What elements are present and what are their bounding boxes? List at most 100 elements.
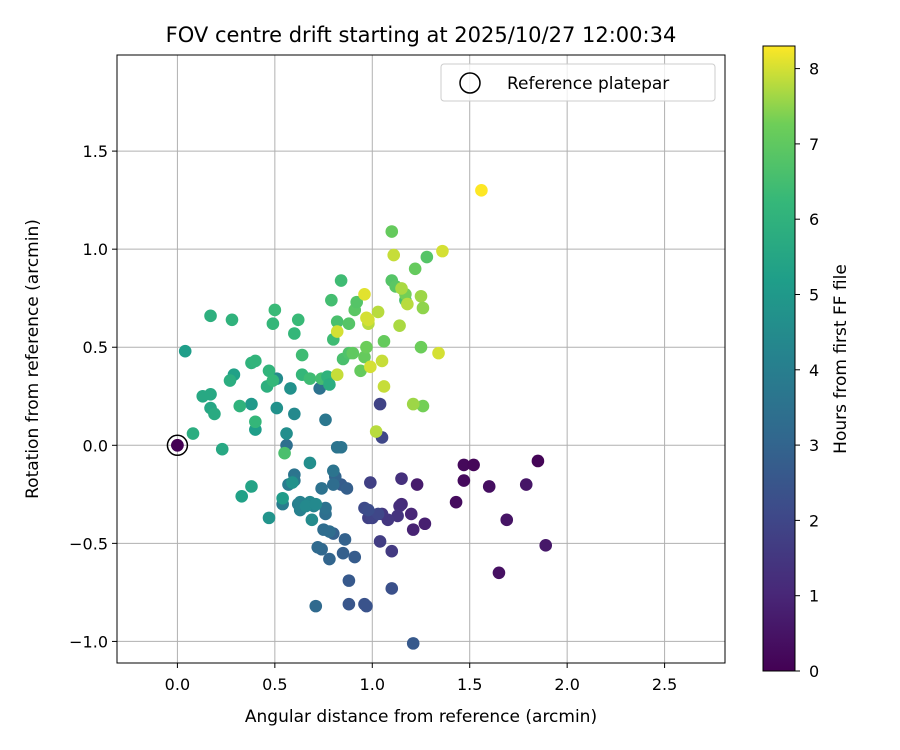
data-point: [420, 250, 434, 264]
data-point: [500, 513, 514, 527]
data-point: [249, 354, 262, 368]
data-point: [325, 293, 338, 307]
data-point: [391, 509, 404, 523]
data-point: [178, 344, 192, 358]
y-axis-label: Rotation from reference (arcmin): [23, 219, 43, 499]
colorbar-label: Hours from first FF file: [831, 264, 851, 454]
data-point: [358, 350, 371, 364]
data-point: [299, 499, 313, 513]
data-point: [342, 317, 356, 330]
data-point: [338, 533, 352, 546]
colorbar-ticks: 0 1 2 3 4 5 6 7 8: [795, 60, 819, 681]
plot-area-frame: [116, 54, 726, 664]
data-point: [377, 380, 391, 393]
colorbar-tick-label: 8: [809, 60, 819, 79]
data-point: [245, 480, 258, 493]
data-point: [369, 425, 383, 438]
data-point: [467, 458, 480, 472]
x-tick-label: 1.0: [360, 675, 385, 694]
x-tick-label: 2.0: [554, 675, 579, 694]
data-point: [315, 482, 328, 495]
data-point: [358, 287, 371, 301]
data-point: [204, 388, 217, 401]
data-point: [215, 442, 229, 456]
data-point: [319, 501, 332, 515]
data-point: [373, 397, 387, 411]
data-point: [364, 360, 377, 374]
colorbar-tick-label: 3: [809, 436, 819, 455]
data-point: [364, 476, 377, 489]
y-tick-label: −0.5: [69, 534, 108, 553]
data-point: [416, 301, 430, 315]
data-point: [186, 427, 200, 440]
colorbar-tick-label: 1: [809, 587, 819, 606]
reference-marker-group: [166, 434, 189, 457]
data-point: [360, 340, 373, 354]
data-point: [327, 464, 340, 478]
data-point: [266, 317, 280, 330]
data-point: [323, 525, 336, 538]
data-point: [311, 540, 325, 554]
x-axis-label: Angular distance from reference (arcmin): [245, 707, 597, 727]
data-point: [371, 507, 385, 521]
data-point: [401, 297, 414, 311]
data-point: [319, 413, 332, 427]
data-point: [204, 309, 217, 323]
data-point: [286, 476, 299, 489]
data-point: [373, 535, 387, 548]
data-point: [387, 248, 401, 262]
colorbar-tick-label: 0: [809, 662, 819, 681]
data-point: [457, 474, 471, 487]
data-point: [385, 225, 399, 238]
grid: [117, 55, 725, 663]
y-axis-ticks: −1.0 −0.5 0.0 0.5 1.0 1.5: [69, 142, 117, 651]
data-point: [303, 372, 317, 385]
data-point: [385, 582, 399, 595]
data-point: [362, 313, 375, 327]
data-point: [482, 480, 496, 493]
colorbar-tick-label: 7: [809, 135, 819, 154]
data-point: [303, 456, 317, 470]
data-points: [171, 184, 553, 650]
data-point: [225, 313, 239, 327]
data-point: [313, 382, 326, 395]
y-tick-label: 0.5: [83, 338, 108, 357]
data-point: [336, 546, 350, 560]
legend-box: [440, 63, 716, 102]
data-point: [327, 478, 340, 491]
legend: Reference platepar: [440, 63, 716, 102]
colorbar-tick-label: 4: [809, 361, 819, 380]
data-point: [375, 354, 389, 368]
data-point: [531, 454, 545, 468]
data-point: [354, 364, 367, 378]
data-point: [404, 507, 418, 521]
colorbar-tick-label: 2: [809, 511, 819, 530]
data-point: [418, 517, 432, 531]
data-point: [350, 295, 363, 309]
data-point: [249, 415, 262, 429]
data-point: [291, 313, 305, 327]
data-point: [377, 335, 391, 348]
x-tick-label: 2.5: [652, 675, 677, 694]
chart-title: FOV centre drift starting at 2025/10/27 …: [166, 23, 677, 47]
data-point: [334, 274, 348, 287]
data-point: [406, 523, 420, 536]
data-point: [406, 637, 420, 650]
data-point: [416, 399, 430, 413]
data-point: [449, 495, 463, 509]
data-point: [406, 397, 420, 411]
data-point: [539, 539, 553, 552]
data-point: [362, 503, 375, 517]
reference-marker-icon: [166, 434, 189, 457]
data-point: [323, 552, 336, 566]
data-point: [408, 262, 422, 276]
data-point: [432, 346, 445, 360]
data-point: [393, 319, 406, 332]
data-point: [330, 440, 344, 454]
data-point: [346, 346, 360, 360]
data-point: [492, 566, 506, 580]
y-tick-label: 1.5: [83, 142, 108, 161]
data-point: [208, 407, 221, 421]
data-point: [457, 458, 471, 472]
data-point: [330, 325, 344, 338]
